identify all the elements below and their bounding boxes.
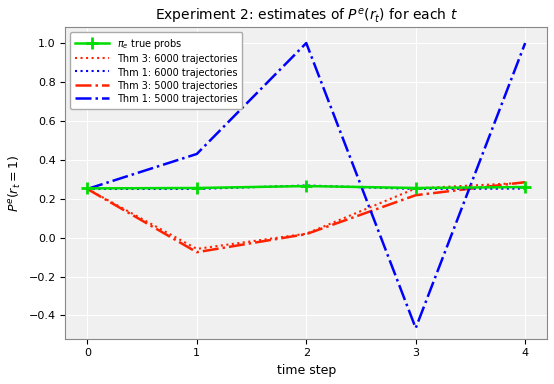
- Thm 3: 6000 trajectories: (1, -0.058): 6000 trajectories: (1, -0.058): [193, 247, 200, 251]
- Thm 3: 5000 trajectories: (4, 0.285): 5000 trajectories: (4, 0.285): [522, 180, 529, 184]
- Thm 3: 6000 trajectories: (2, 0.02): 6000 trajectories: (2, 0.02): [303, 232, 310, 236]
- Thm 1: 6000 trajectories: (4, 0.252): 6000 trajectories: (4, 0.252): [522, 186, 529, 191]
- Title: Experiment 2: estimates of $P^e(r_t)$ for each $t$: Experiment 2: estimates of $P^e(r_t)$ fo…: [155, 7, 458, 26]
- Line: Thm 3: 5000 trajectories: Thm 3: 5000 trajectories: [88, 182, 525, 252]
- $\pi_e$ true probs: [84, 186, 91, 191]
- Line: Thm 1: 5000 trajectories: Thm 1: 5000 trajectories: [88, 43, 525, 328]
- Thm 3: 5000 trajectories: (1, -0.075): 5000 trajectories: (1, -0.075): [193, 250, 200, 255]
- Line: Thm 3: 6000 trajectories: Thm 3: 6000 trajectories: [88, 183, 525, 249]
- Thm 1: 6000 trajectories: (3, 0.25): 6000 trajectories: (3, 0.25): [412, 187, 419, 191]
- Thm 1: 6000 trajectories: (2, 0.268): 6000 trajectories: (2, 0.268): [303, 183, 310, 188]
- X-axis label: time step: time step: [276, 364, 336, 377]
- $\pi_e$ true probs: [303, 184, 310, 189]
- Thm 3: 6000 trajectories: (0, 0.25): 6000 trajectories: (0, 0.25): [84, 187, 91, 191]
- Y-axis label: $P^e(r_t = 1)$: $P^e(r_t = 1)$: [7, 155, 23, 212]
- Thm 3: 6000 trajectories: (3, 0.253): 6000 trajectories: (3, 0.253): [412, 186, 419, 191]
- Thm 1: 6000 trajectories: (0, 0.25): 6000 trajectories: (0, 0.25): [84, 187, 91, 191]
- Thm 3: 6000 trajectories: (4, 0.282): 6000 trajectories: (4, 0.282): [522, 180, 529, 185]
- $\pi_e$ true probs: [412, 186, 419, 190]
- Legend: $\pi_e$ true probs, Thm 3: 6000 trajectories, Thm 1: 6000 trajectories, Thm 3: 5: $\pi_e$ true probs, Thm 3: 6000 trajecto…: [70, 32, 243, 109]
- Thm 3: 5000 trajectories: (2, 0.018): 5000 trajectories: (2, 0.018): [303, 232, 310, 237]
- Thm 1: 5000 trajectories: (4, 1): 5000 trajectories: (4, 1): [522, 41, 529, 45]
- Thm 1: 5000 trajectories: (0, 0.25): 5000 trajectories: (0, 0.25): [84, 187, 91, 191]
- $\pi_e$ true probs: [522, 185, 529, 189]
- Thm 3: 5000 trajectories: (0, 0.25): 5000 trajectories: (0, 0.25): [84, 187, 91, 191]
- Thm 1: 5000 trajectories: (2, 1): 5000 trajectories: (2, 1): [303, 41, 310, 45]
- Thm 1: 5000 trajectories: (1, 0.43): 5000 trajectories: (1, 0.43): [193, 152, 200, 156]
- Thm 1: 6000 trajectories: (1, 0.25): 6000 trajectories: (1, 0.25): [193, 187, 200, 191]
- Line: Thm 1: 6000 trajectories: Thm 1: 6000 trajectories: [88, 185, 525, 189]
- Thm 1: 5000 trajectories: (3, -0.465): 5000 trajectories: (3, -0.465): [412, 326, 419, 330]
- Line: $\pi_e$ true probs: $\pi_e$ true probs: [82, 180, 531, 194]
- Thm 3: 5000 trajectories: (3, 0.218): 5000 trajectories: (3, 0.218): [412, 193, 419, 197]
- $\pi_e$ true probs: [193, 186, 200, 190]
